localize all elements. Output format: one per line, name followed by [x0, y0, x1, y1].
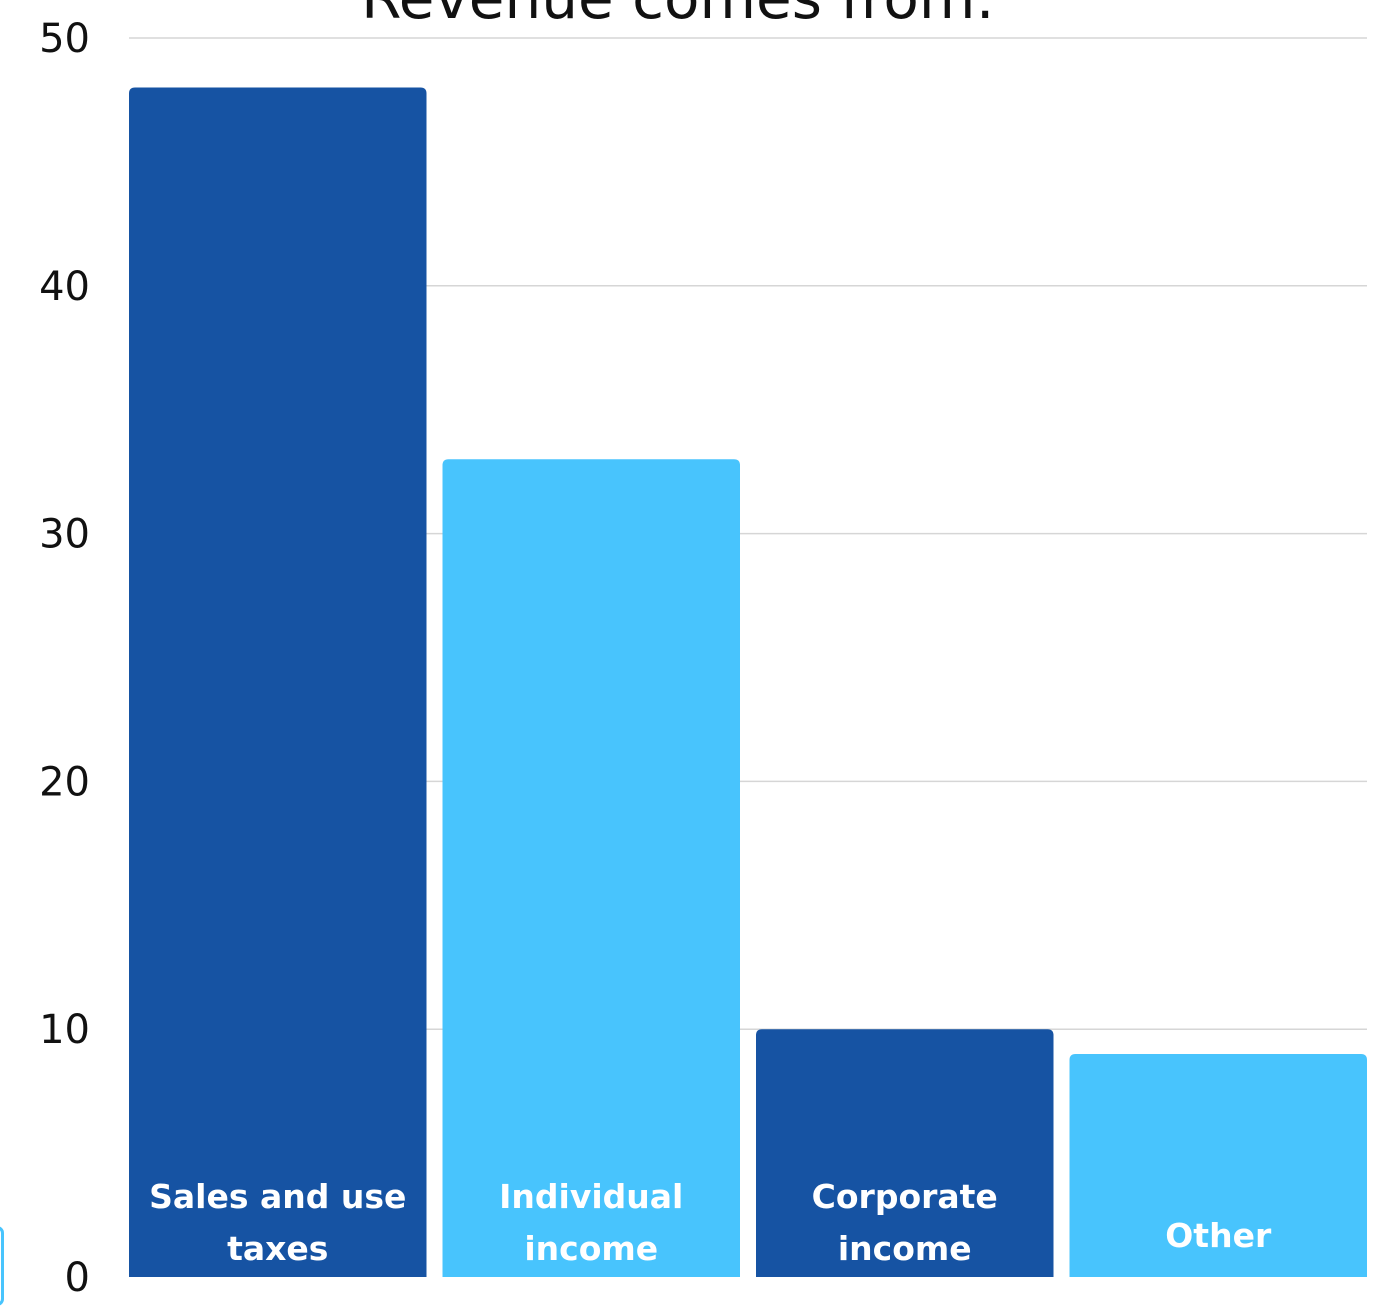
- y-tick-label: 50: [39, 16, 90, 62]
- bar-labels: Sales and use taxes Individual income Corpor…: [149, 1177, 1272, 1268]
- bar-category-label: Corporate: [812, 1177, 998, 1216]
- bar-4: [1069, 1053, 1367, 1277]
- bar-category-label: Sales and use: [149, 1177, 406, 1216]
- y-tick-label: 0: [65, 1255, 90, 1292]
- bar-category-label: Individual: [499, 1177, 683, 1216]
- y-tick-label: 30: [39, 512, 90, 558]
- bar-3: [756, 1029, 1054, 1277]
- y-tick-label: 10: [39, 1007, 90, 1053]
- y-tick-label: 20: [39, 759, 90, 805]
- chart-title: Revenue comes from:: [361, 0, 995, 32]
- bar-2: [442, 459, 740, 1277]
- bars: [129, 87, 1367, 1277]
- y-axis-ticks: 0 10 20 30 40 50: [39, 16, 90, 1292]
- bar-category-label: income: [838, 1229, 972, 1268]
- bar-1: [129, 87, 427, 1277]
- y-tick-label: 40: [39, 264, 90, 310]
- bar-category-label: taxes: [227, 1229, 328, 1268]
- bar-category-label: Other: [1165, 1216, 1272, 1255]
- bar-category-label: income: [524, 1229, 658, 1268]
